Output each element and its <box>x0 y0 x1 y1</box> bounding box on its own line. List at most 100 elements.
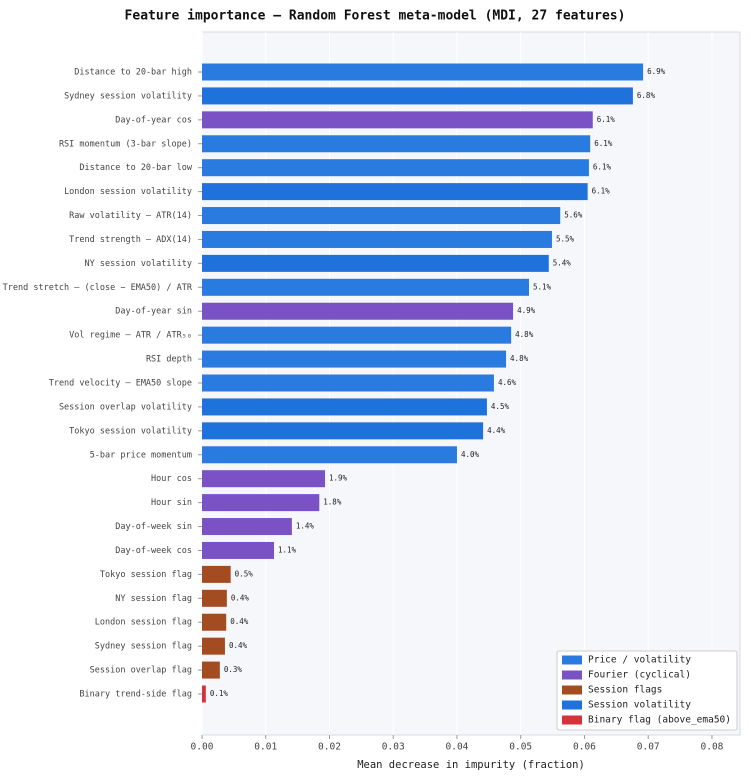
legend-label: Session volatility <box>588 700 691 711</box>
x-tick-label: 0.01 <box>254 742 277 753</box>
x-tick-label: 0.00 <box>191 742 214 753</box>
y-tick-label: Binary trend-side flag <box>79 690 192 700</box>
y-tick-label: Trend stretch — (close − EMA50) / ATR <box>3 283 193 293</box>
value-label: 0.4% <box>231 593 250 602</box>
y-tick-label: Day-of-year sin <box>115 307 192 317</box>
value-label: 0.1% <box>210 689 229 698</box>
bar <box>202 494 320 512</box>
y-tick-label: Tokyo session volatility <box>69 426 192 436</box>
y-tick-label: Trend velocity — EMA50 slope <box>49 379 192 389</box>
bar <box>202 589 227 607</box>
y-tick-label: Vol regime — ATR / ATR₅₀ <box>69 331 192 341</box>
value-label: 6.1% <box>594 139 613 148</box>
value-label: 0.3% <box>224 665 243 674</box>
y-tick-label: London session flag <box>95 618 192 628</box>
x-tick-label: 0.04 <box>446 742 469 753</box>
y-tick-label: Sydney session volatility <box>64 91 192 101</box>
value-label: 6.8% <box>637 91 656 100</box>
bar <box>202 470 326 488</box>
value-label: 4.8% <box>510 354 529 363</box>
bar <box>202 565 231 583</box>
value-label: 4.4% <box>487 426 506 435</box>
value-label: 6.1% <box>592 187 611 196</box>
y-tick-label: Day-of-week cos <box>115 546 192 556</box>
bar <box>202 207 561 225</box>
legend-swatch <box>562 700 582 710</box>
y-tick-label: RSI momentum (3-bar slope) <box>59 139 192 149</box>
value-label: 1.8% <box>323 498 342 507</box>
y-tick-label: Hour sin <box>151 498 192 508</box>
bar <box>202 350 507 368</box>
y-tick-label: NY session volatility <box>85 259 192 269</box>
bar <box>202 87 633 105</box>
value-label: 0.5% <box>235 569 254 578</box>
bar <box>202 398 487 416</box>
y-tick-label: Day-of-week sin <box>115 522 192 532</box>
value-label: 6.9% <box>647 67 666 76</box>
value-label: 5.1% <box>533 282 552 291</box>
value-label: 4.8% <box>515 330 534 339</box>
y-tick-label: 5-bar price momentum <box>90 450 192 460</box>
legend-label: Binary flag (above_ema50) <box>588 715 731 726</box>
y-tick-label: Raw volatility — ATR(14) <box>69 211 192 221</box>
value-label: 4.6% <box>498 378 517 387</box>
bar <box>202 254 549 272</box>
bar <box>202 685 206 703</box>
legend-label: Session flags <box>588 685 662 696</box>
legend-swatch <box>562 670 582 680</box>
legend-swatch <box>562 655 582 665</box>
legend-box <box>556 650 738 731</box>
value-label: 4.5% <box>491 402 510 411</box>
value-label: 1.4% <box>296 522 315 531</box>
y-tick-label: London session volatility <box>64 187 192 197</box>
y-tick-label: Session overlap flag <box>90 666 192 676</box>
value-label: 4.0% <box>461 450 480 459</box>
y-tick-label: Distance to 20-bar low <box>79 163 192 173</box>
x-tick-label: 0.08 <box>701 742 724 753</box>
y-tick-label: Trend strength — ADX(14) <box>69 235 192 245</box>
x-tick-label: 0.07 <box>637 742 660 753</box>
bar <box>202 278 530 296</box>
value-label: 1.1% <box>278 545 297 554</box>
y-tick-label: NY session flag <box>115 594 192 604</box>
value-label: 6.1% <box>593 163 612 172</box>
y-tick-label: Sydney session flag <box>95 642 192 652</box>
value-label: 6.1% <box>597 115 616 124</box>
value-label: 4.9% <box>517 306 536 315</box>
bar <box>202 230 552 248</box>
bar <box>202 446 457 464</box>
value-label: 5.4% <box>553 258 572 267</box>
bar <box>202 661 220 679</box>
bar <box>202 374 494 392</box>
value-label: 0.4% <box>229 641 248 650</box>
bar <box>202 159 589 177</box>
value-label: 5.6% <box>564 211 583 220</box>
chart-title: Feature importance — Random Forest meta-… <box>125 9 626 24</box>
bar <box>202 63 644 81</box>
y-tick-label: Session overlap volatility <box>59 402 192 412</box>
legend-swatch <box>562 685 582 695</box>
bar <box>202 326 512 344</box>
y-tick-label: Distance to 20-bar high <box>74 68 192 78</box>
bar <box>202 541 275 559</box>
x-tick-label: 0.06 <box>573 742 596 753</box>
bar <box>202 518 292 536</box>
x-tick-label: 0.02 <box>318 742 341 753</box>
bar <box>202 613 227 631</box>
x-axis-title: Mean decrease in impurity (fraction) <box>357 759 585 771</box>
bar <box>202 302 514 320</box>
legend-label: Price / volatility <box>588 655 691 666</box>
y-tick-label: Tokyo session flag <box>100 570 192 580</box>
bar <box>202 135 591 153</box>
x-tick-label: 0.03 <box>382 742 405 753</box>
y-tick-label: Hour cos <box>151 474 192 484</box>
bar <box>202 183 588 201</box>
x-tick-label: 0.05 <box>509 742 532 753</box>
bar <box>202 422 484 440</box>
legend-label: Fourier (cyclical) <box>588 670 691 681</box>
value-label: 1.9% <box>329 474 348 483</box>
legend-swatch <box>562 715 582 725</box>
y-tick-label: RSI depth <box>146 355 192 365</box>
y-tick-label: Day-of-year cos <box>115 115 192 125</box>
